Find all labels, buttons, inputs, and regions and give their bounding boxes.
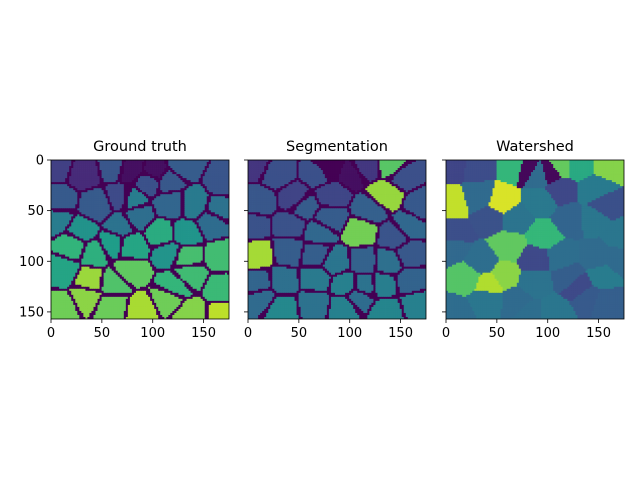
y-tick-label: 50 xyxy=(27,204,44,219)
x-tick-label: 0 xyxy=(442,326,450,341)
label-image xyxy=(51,160,229,319)
x-tick-label: 150 xyxy=(586,326,611,341)
axes-frame xyxy=(247,159,427,320)
axes-frame xyxy=(445,159,625,320)
x-tick-label: 100 xyxy=(535,326,560,341)
y-tick-label: 0 xyxy=(36,154,44,169)
axes-frame xyxy=(50,159,230,320)
x-tick-label: 0 xyxy=(244,326,252,341)
panel-title: Segmentation xyxy=(286,139,388,155)
panel-title: Watershed xyxy=(496,139,574,155)
x-tick-label: 150 xyxy=(191,326,216,341)
panel-2: Segmentation 0 50 100 150 xyxy=(244,139,427,341)
y-tick-label: 100 xyxy=(19,255,44,270)
panel-3: Watershed 0 50 100 150 xyxy=(442,139,625,341)
panel-title: Ground truth xyxy=(93,139,187,155)
x-tick-label: 50 xyxy=(489,326,506,341)
x-tick-label: 50 xyxy=(291,326,308,341)
y-tick-label: 150 xyxy=(19,305,44,320)
x-tick-label: 100 xyxy=(140,326,165,341)
x-tick-label: 0 xyxy=(47,326,55,341)
x-tick-label: 50 xyxy=(94,326,111,341)
label-image xyxy=(248,160,426,319)
x-tick-label: 150 xyxy=(388,326,413,341)
label-image xyxy=(446,160,624,319)
x-tick-label: 100 xyxy=(337,326,362,341)
